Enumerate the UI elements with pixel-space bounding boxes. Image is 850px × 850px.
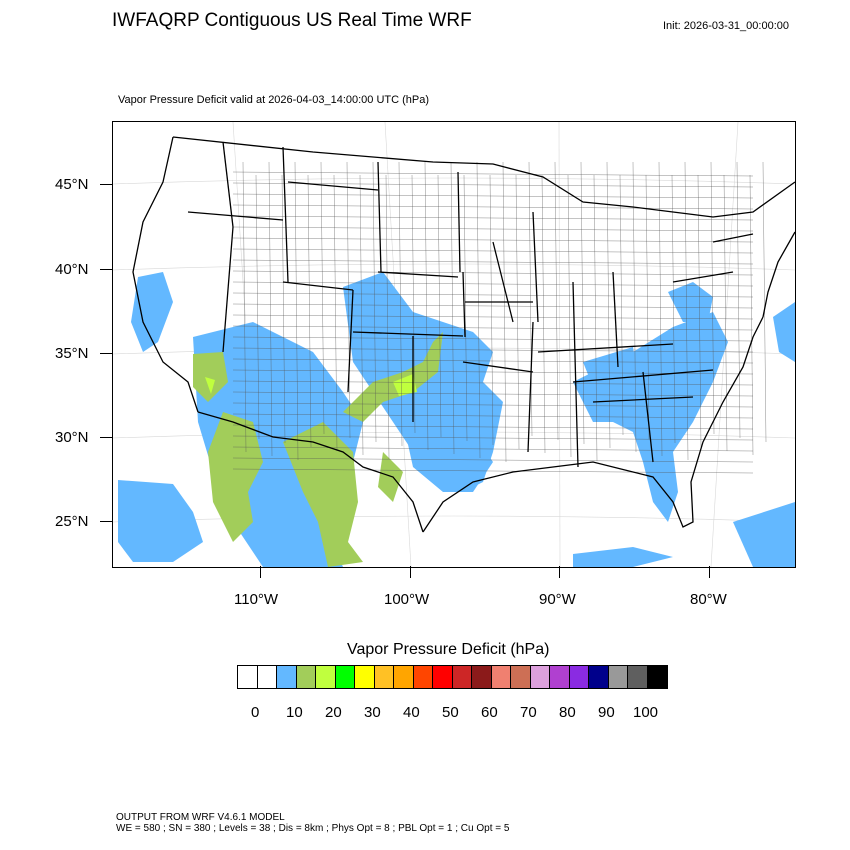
colorbar-label: 100 xyxy=(633,704,659,721)
lat-tick xyxy=(100,437,112,438)
colorbar-swatch xyxy=(628,666,648,688)
lon-tick xyxy=(559,566,560,578)
lat-label-30: 30°N xyxy=(55,429,89,446)
colorbar-label: 60 xyxy=(481,704,498,721)
colorbar-swatch xyxy=(433,666,453,688)
colorbar-swatch xyxy=(335,666,355,688)
county-lines xyxy=(232,161,767,474)
colorbar-swatch xyxy=(550,666,570,688)
colorbar-swatch xyxy=(374,666,394,688)
colorbar-swatch xyxy=(491,666,511,688)
lon-label-80w: 80°W xyxy=(690,591,727,608)
lat-label-45: 45°N xyxy=(55,176,89,193)
colorbar-label: 20 xyxy=(325,704,342,721)
main-title: IWFAQRP Contiguous US Real Time WRF xyxy=(112,10,472,31)
vpd-fill-light xyxy=(118,272,795,567)
map-panel xyxy=(112,121,796,568)
state-boundaries xyxy=(132,136,795,533)
colorbar-label: 40 xyxy=(403,704,420,721)
lat-tick xyxy=(100,521,112,522)
footer-model-config: WE = 580 ; SN = 380 ; Levels = 38 ; Dis … xyxy=(116,823,510,834)
plot-subtitle: Vapor Pressure Deficit valid at 2026-04-… xyxy=(118,94,430,106)
footer-model-label: OUTPUT FROM WRF V4.6.1 MODEL xyxy=(116,812,285,823)
lon-tick xyxy=(260,566,261,578)
lon-tick xyxy=(410,566,411,578)
colorbar-swatch xyxy=(394,666,414,688)
colorbar-swatch xyxy=(511,666,531,688)
vpd-fill-mid xyxy=(193,332,443,567)
colorbar-swatch xyxy=(355,666,375,688)
colorbar-label: 30 xyxy=(364,704,381,721)
colorbar-swatch xyxy=(257,666,277,688)
lat-label-25: 25°N xyxy=(55,513,89,530)
lat-tick xyxy=(100,353,112,354)
colorbar-label: 80 xyxy=(559,704,576,721)
colorbar-label: 0 xyxy=(251,704,260,721)
colorbar xyxy=(237,665,668,689)
lon-label-100w: 100°W xyxy=(384,591,430,608)
colorbar-swatch xyxy=(589,666,609,688)
colorbar-label: 70 xyxy=(520,704,537,721)
vpd-fill-high xyxy=(205,374,417,396)
colorbar-swatch xyxy=(238,666,258,688)
lon-label-110w: 110°W xyxy=(234,591,279,608)
colorbar-swatch xyxy=(296,666,316,688)
colorbar-title: Vapor Pressure Deficit (hPa) xyxy=(347,641,550,658)
lon-label-90w: 90°W xyxy=(539,591,576,608)
colorbar-swatch xyxy=(530,666,550,688)
colorbar-swatch xyxy=(452,666,472,688)
init-time-label: Init: 2026-03-31_00:00:00 xyxy=(663,20,789,32)
colorbar-swatch xyxy=(472,666,492,688)
lat-label-35: 35°N xyxy=(55,345,89,362)
colorbar-swatch xyxy=(608,666,628,688)
colorbar-label: 10 xyxy=(286,704,303,721)
lat-label-40: 40°N xyxy=(55,261,89,278)
lat-tick xyxy=(100,184,112,185)
colorbar-label: 50 xyxy=(442,704,459,721)
lon-tick xyxy=(709,566,710,578)
lat-tick xyxy=(100,269,112,270)
colorbar-swatch xyxy=(316,666,336,688)
colorbar-swatch xyxy=(277,666,297,688)
colorbar-swatch xyxy=(413,666,433,688)
colorbar-label: 90 xyxy=(598,704,615,721)
colorbar-swatch xyxy=(569,666,589,688)
us-vpd-map xyxy=(113,122,795,567)
colorbar-swatch xyxy=(647,666,667,688)
